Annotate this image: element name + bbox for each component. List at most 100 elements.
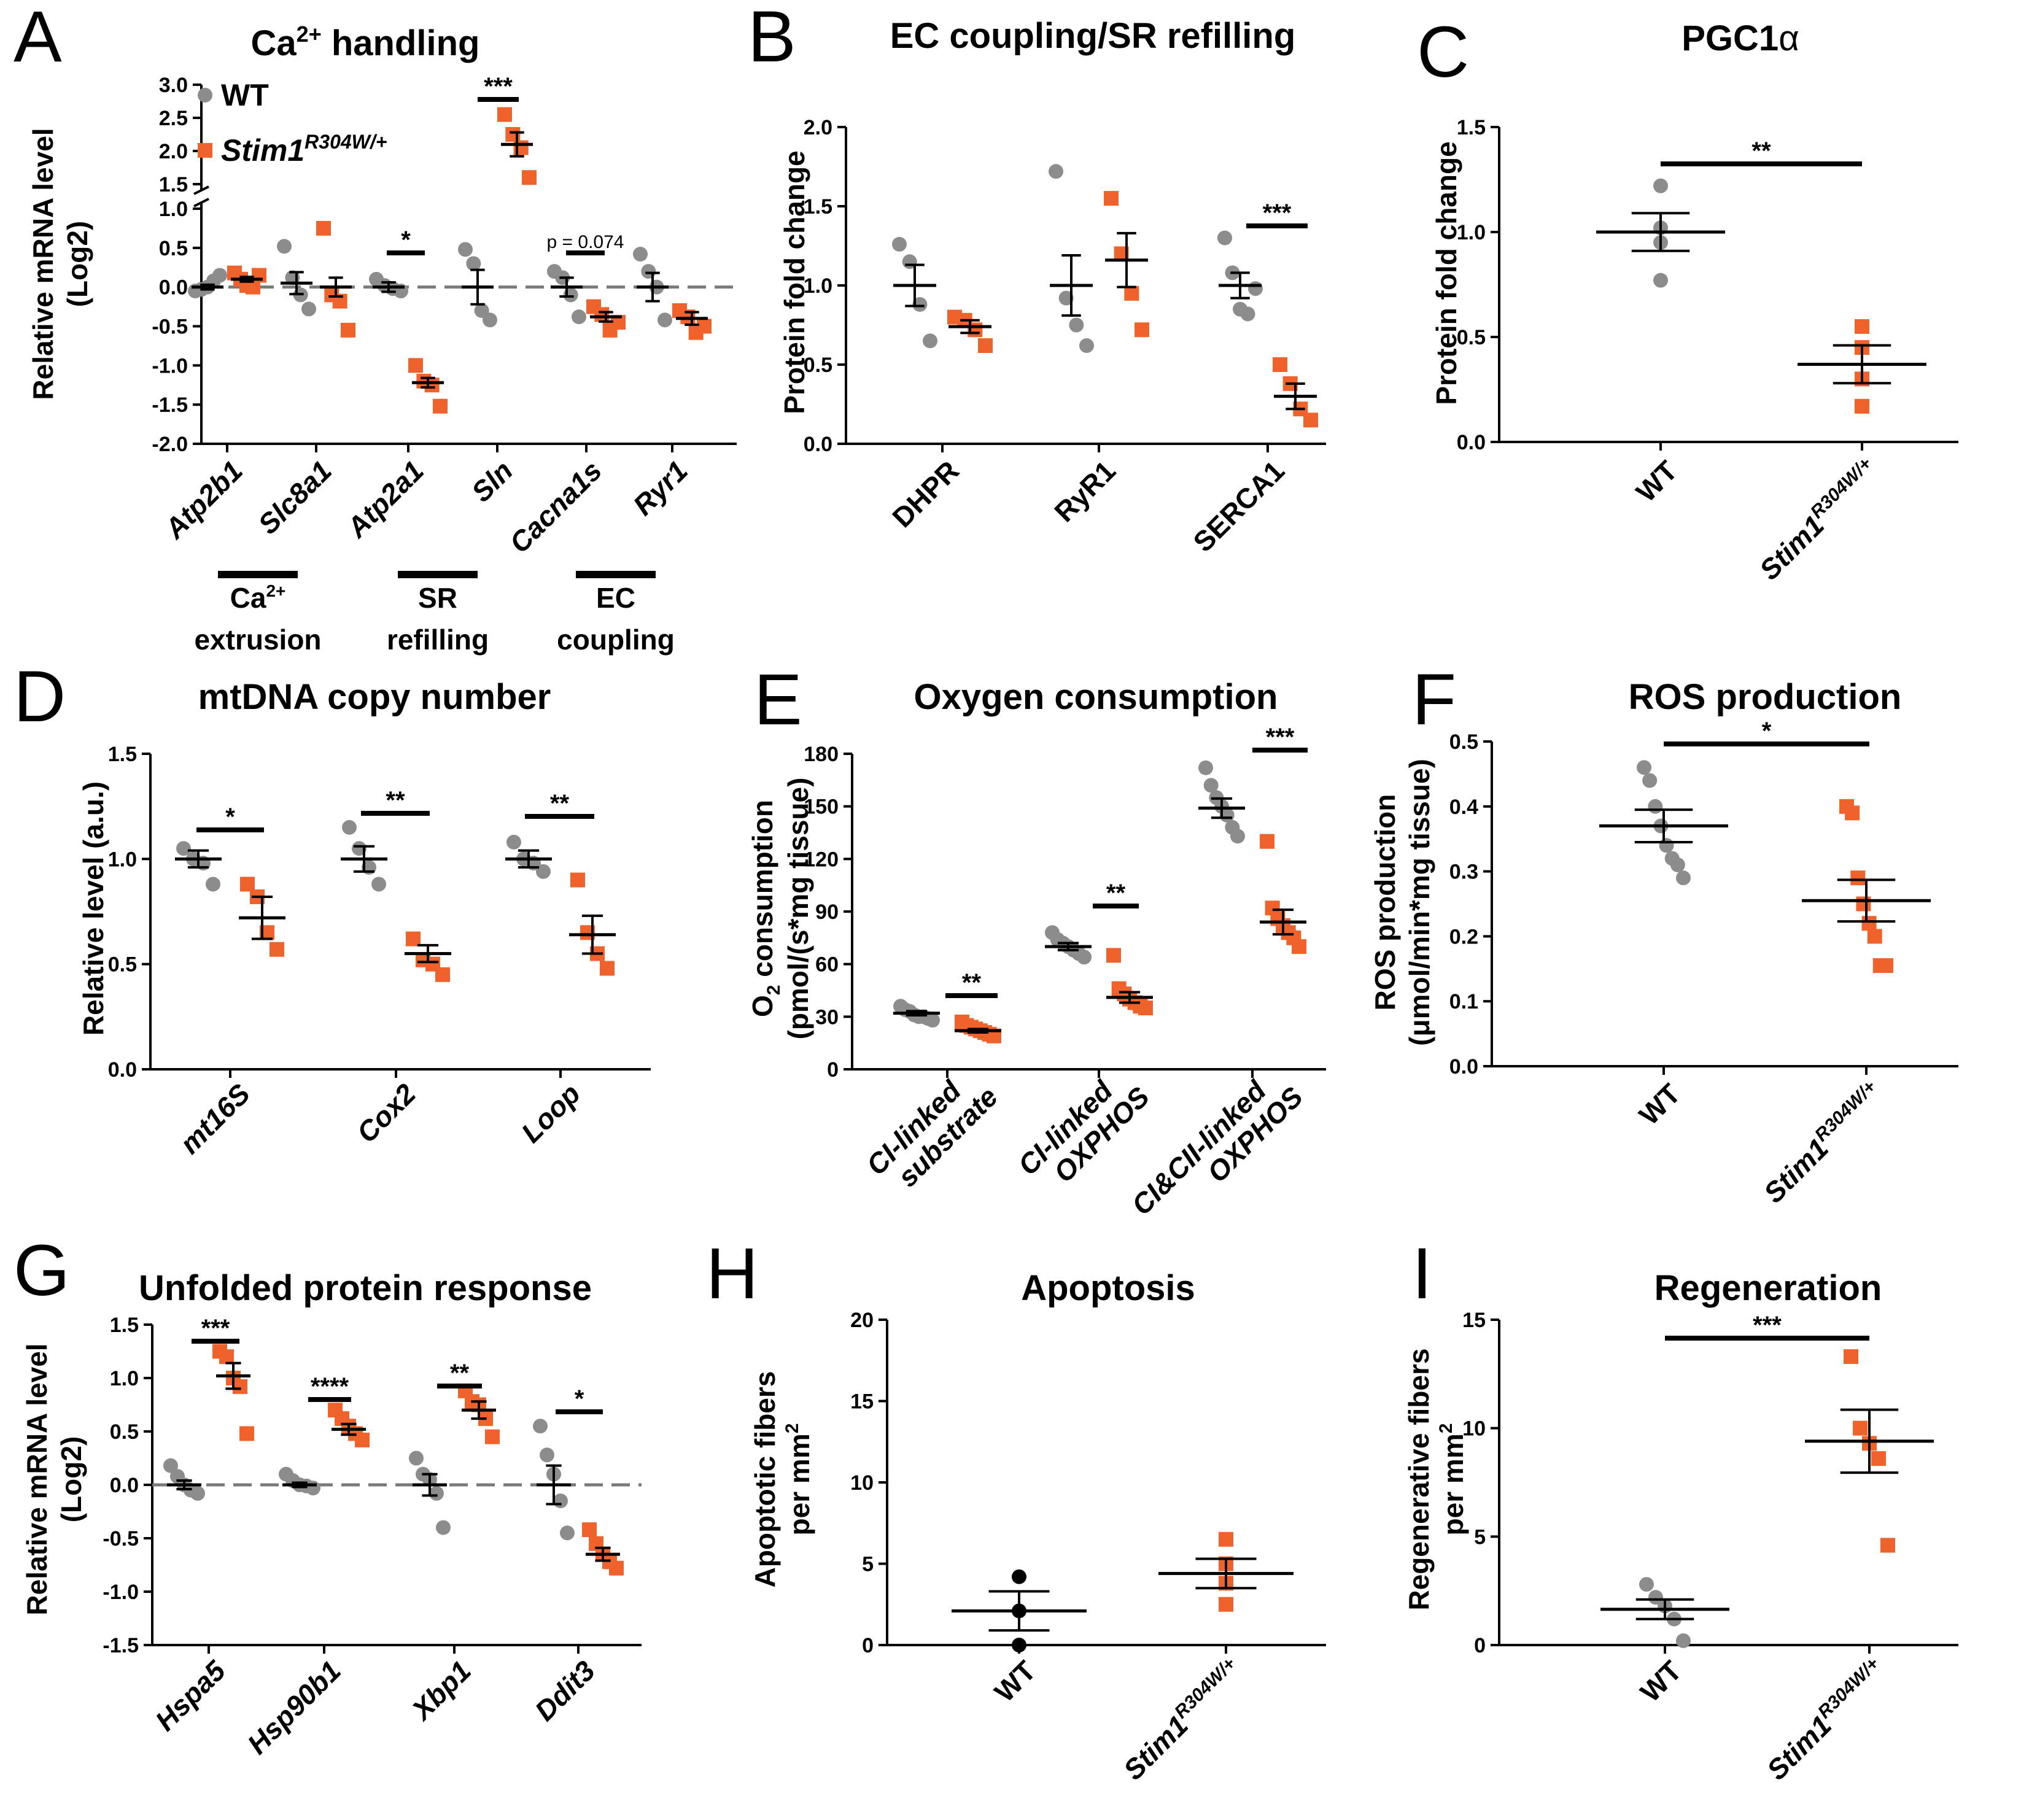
wt-point-3: [572, 309, 586, 325]
x-tick-label-mutant: Stim1R304W/+: [1759, 1654, 1892, 1786]
y-tick-label: 0.2: [1449, 925, 1478, 948]
wt-point-3: [301, 301, 316, 317]
y-tick-label: 0.1: [1449, 990, 1478, 1013]
mut-point-1: [1845, 805, 1860, 821]
y-tick-label: 1.5: [804, 195, 832, 219]
mut-point-3: [978, 338, 993, 354]
mut-point-2: [1124, 285, 1139, 301]
y-axis-label: Relative mRNA level: [21, 1343, 53, 1615]
panel-title: Regeneration: [1654, 1268, 1882, 1308]
wt-point-3: [1079, 338, 1094, 354]
panel-letter-C: C: [1417, 12, 1469, 93]
x-tick-label-Atp2b1: Atp2b1: [158, 454, 249, 545]
significance-label: *: [225, 804, 235, 831]
x-tick-label-wt: WT: [1634, 1654, 1688, 1708]
legend-mut-marker: [198, 143, 212, 158]
mut-point-4: [1880, 1538, 1895, 1553]
x-tick-label-RyR1: RyR1: [1048, 454, 1122, 528]
mut-point-7: [1879, 958, 1893, 974]
wt-point-7: [1676, 870, 1691, 886]
y-tick-label: 1.5: [110, 1314, 139, 1337]
wt-point-4: [1676, 1633, 1691, 1648]
significance-label: **: [1106, 880, 1126, 907]
mut-point-0: [1260, 834, 1274, 849]
wt-point-0: [892, 236, 907, 252]
y-tick-label: 0.0: [110, 1474, 139, 1497]
mut-point-3: [600, 961, 615, 976]
wt-point-0: [1198, 760, 1213, 775]
significance-label: ***: [1753, 1312, 1782, 1339]
y-axis-label: Relative level (a.u.): [77, 781, 109, 1036]
y-tick-label: 1.0: [804, 274, 832, 298]
x-tick-label-Cacna1s: Cacna1s: [503, 454, 608, 559]
significance-label: ***: [484, 73, 513, 100]
y-tick-label: 10: [1462, 1417, 1486, 1441]
mut-point-0: [316, 220, 331, 236]
mut-point-3: [1856, 896, 1871, 912]
panel-title: Ca2+ handling: [251, 21, 480, 63]
wt-point-0: [1217, 230, 1232, 246]
wt-point-4: [306, 1481, 320, 1496]
mut-point-0: [240, 877, 255, 892]
mut-point-0: [1219, 1532, 1233, 1547]
y-tick-label: 5: [862, 1553, 874, 1576]
group-label-2: coupling: [557, 624, 675, 656]
wt-point-2: [1069, 317, 1084, 333]
x-tick-label-wt: WT: [988, 1654, 1042, 1708]
y-tick-label: 0.0: [159, 276, 188, 300]
wt-point-2: [1648, 799, 1663, 814]
x-tick-label-Xbp1: Xbp1: [405, 1654, 477, 1727]
y-tick-label: 2.0: [159, 140, 188, 163]
y-tick-label: 3.0: [159, 74, 188, 97]
y-tick-label: 0: [862, 1634, 874, 1657]
wt-point-0: [1637, 760, 1651, 775]
y-axis-label: (Log2): [55, 1436, 87, 1523]
group-label-2: refilling: [387, 624, 489, 656]
significance-label: p = 0.074: [547, 232, 624, 252]
panel-title: Unfolded protein response: [139, 1268, 592, 1308]
significance-label: ****: [311, 1373, 349, 1400]
y-axis-label: per mm2: [782, 1423, 815, 1536]
mut-point-3: [522, 170, 537, 185]
wt-point-3: [658, 312, 672, 328]
y-tick-label: 0: [1474, 1634, 1486, 1657]
wt-point-1: [1642, 773, 1658, 788]
wt-point-0: [176, 841, 191, 856]
panel-letter-H: H: [706, 1233, 758, 1314]
significance-label: **: [550, 790, 570, 817]
wt-point-0: [633, 247, 648, 262]
x-tick-label-Ryr1: Ryr1: [627, 454, 694, 521]
mut-point-0: [1273, 357, 1287, 372]
mut-point-3: [433, 398, 448, 414]
wt-point-0: [1049, 164, 1063, 179]
mut-point-0: [570, 872, 585, 888]
y-tick-label: 1.0: [110, 1367, 139, 1390]
wt-point-3: [1240, 306, 1255, 322]
panel-D: 1.5 1.0 0.5 0.0 D mtDNA copy number Relative l…: [14, 656, 651, 1160]
panel-letter-A: A: [14, 0, 62, 77]
y-tick-label: 180: [804, 743, 839, 766]
panel-letter-B: B: [748, 0, 796, 77]
y-tick-label: 1.0: [159, 198, 188, 221]
y-axis-label: ROS production: [1369, 794, 1401, 1011]
y-tick-label: 0.3: [1449, 861, 1478, 884]
wt-point-3: [371, 877, 386, 892]
wt-point-1: [1203, 778, 1219, 793]
mut-point-0: [406, 931, 421, 947]
mut-point-2: [1850, 870, 1866, 886]
x-tick-label-Loop: Loop: [515, 1077, 586, 1148]
mut-point-3: [697, 319, 712, 334]
panel-title: mtDNA copy number: [198, 677, 551, 717]
y-tick-label: 15: [850, 1390, 874, 1414]
wt-point-1: [1058, 290, 1074, 306]
group-label: EC: [596, 582, 635, 614]
wt-point-2: [912, 296, 928, 312]
y-tick-label: 0.0: [804, 433, 832, 456]
wt-point-2: [1012, 1638, 1026, 1652]
wt-point-3: [923, 333, 937, 349]
wt-point-3: [483, 312, 497, 328]
x-tick-label-wt: WT: [1633, 1077, 1686, 1131]
wt-point-1: [540, 1447, 554, 1463]
y-tick-label: 60: [815, 953, 839, 977]
group-label: SR: [418, 582, 457, 614]
